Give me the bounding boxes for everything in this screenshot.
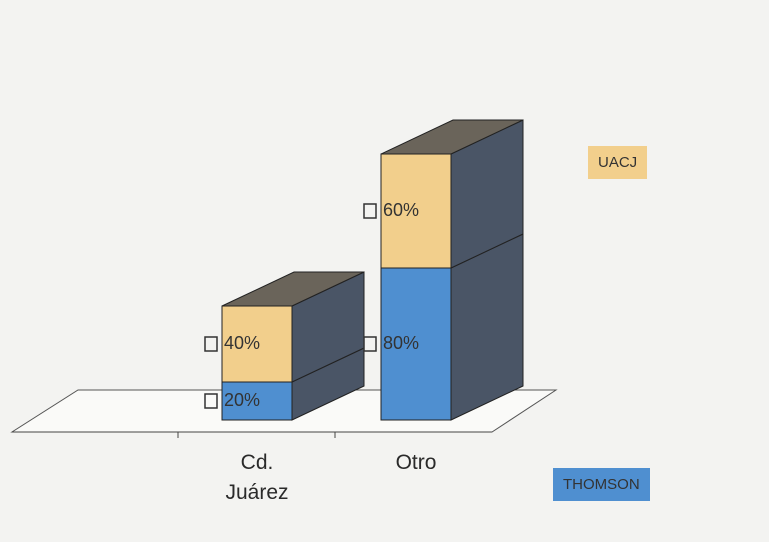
label-marker (363, 203, 377, 219)
bar (221, 381, 293, 421)
x-tick-label: Otro (395, 451, 437, 474)
label-marker (204, 393, 218, 409)
data-label: 80% (383, 333, 419, 353)
x-tick-label: Cd. Juárez (225, 451, 289, 504)
data-label: 40% (224, 333, 260, 353)
label-marker (204, 336, 218, 352)
bar (221, 305, 293, 383)
bar-top (380, 119, 524, 155)
data-label: 60% (383, 200, 419, 220)
data-label: 20% (224, 390, 260, 410)
legend-entry: THOMSON (553, 468, 650, 501)
legend-entry: UACJ (588, 146, 648, 179)
label-marker (363, 336, 377, 352)
bar (380, 153, 452, 269)
bar-top (221, 271, 365, 307)
